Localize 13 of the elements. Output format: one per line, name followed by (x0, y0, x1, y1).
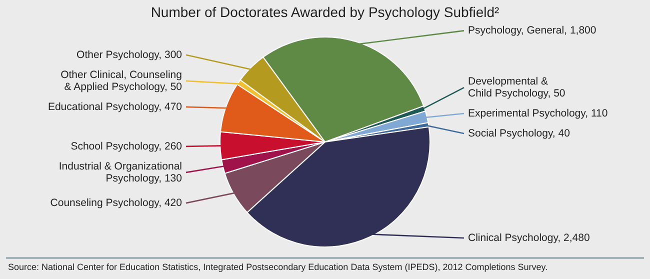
slice-label: Other Psychology, 300 (76, 48, 182, 61)
slice-label: Experimental Psychology, 110 (468, 108, 608, 120)
slice-label: Psychology, General, 1,800 (468, 24, 596, 37)
slice-label: Social Psychology, 40 (468, 128, 570, 140)
slice-label: Industrial & Organizational Psychology, 130 (58, 160, 182, 184)
slice-label: Developmental & Child Psychology, 50 (468, 76, 566, 100)
slice-label: Educational Psychology, 470 (48, 100, 182, 113)
slice-label: Counseling Psychology, 420 (50, 197, 182, 210)
slice-label: Clinical Psychology, 2,480 (468, 232, 590, 244)
chart-title: Number of Doctorates Awarded by Psychology Subfield² (150, 4, 500, 20)
slice-label: School Psychology, 260 (70, 140, 182, 152)
slice-label: Other Clinical, Counseling & Applied Psychology, 50 (60, 68, 182, 93)
source-note: Source: National Center for Education Statistics, Integrated Postsecondary Education Data System (IPEDS), 2012 Completions Survey. (8, 262, 548, 272)
